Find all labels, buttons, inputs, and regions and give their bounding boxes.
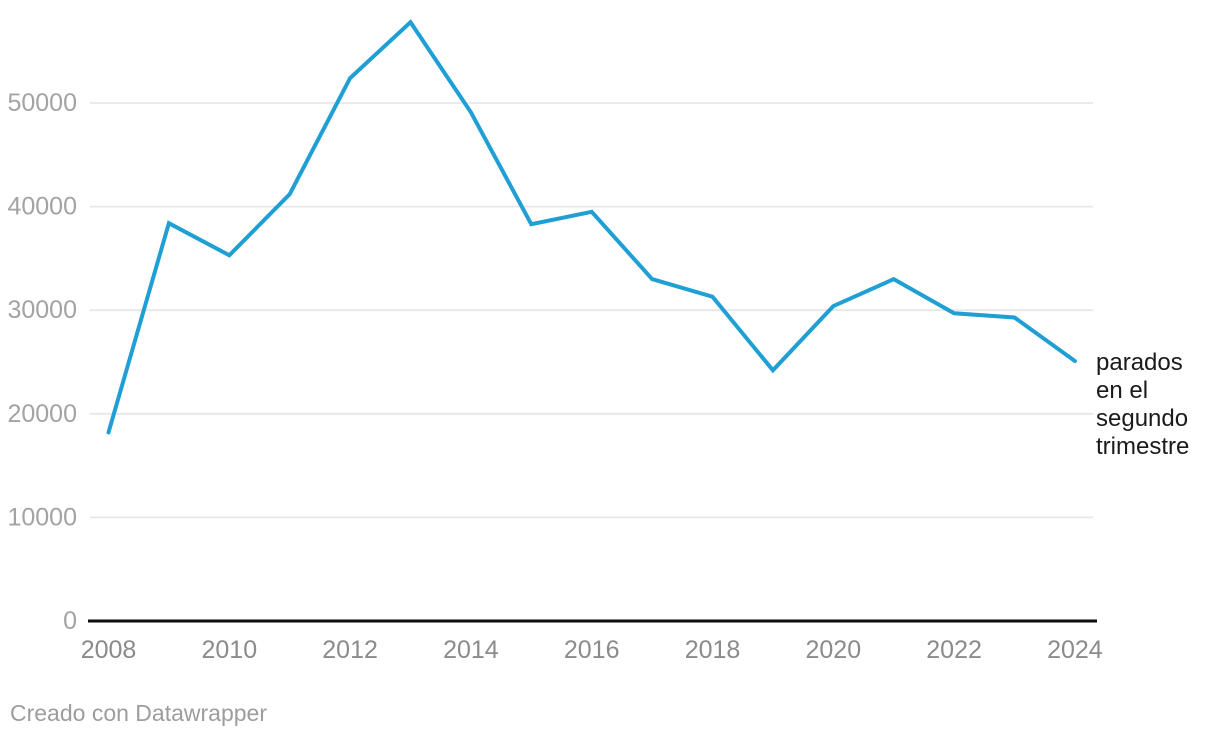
x-tick-label: 2014 — [443, 636, 499, 664]
x-tick-label: 2012 — [322, 636, 378, 664]
x-tick-label: 2008 — [81, 636, 137, 664]
y-tick-label: 10000 — [7, 503, 77, 531]
series-label: parados en el segundo trimestre — [1096, 349, 1190, 460]
x-tick-label: 2018 — [685, 636, 741, 664]
y-tick-label: 0 — [63, 607, 77, 635]
x-tick-label: 2022 — [926, 636, 982, 664]
y-tick-label: 20000 — [7, 400, 77, 428]
y-tick-label: 50000 — [7, 89, 77, 117]
y-tick-label: 40000 — [7, 193, 77, 221]
x-tick-label: 2024 — [1047, 636, 1103, 664]
x-tick-label: 2016 — [564, 636, 620, 664]
y-tick-label: 30000 — [7, 296, 77, 324]
x-tick-label: 2010 — [201, 636, 257, 664]
x-tick-label: 2020 — [805, 636, 861, 664]
datawrapper-credit-link[interactable]: Creado con Datawrapper — [10, 700, 267, 726]
data-line — [106, 19, 1077, 435]
